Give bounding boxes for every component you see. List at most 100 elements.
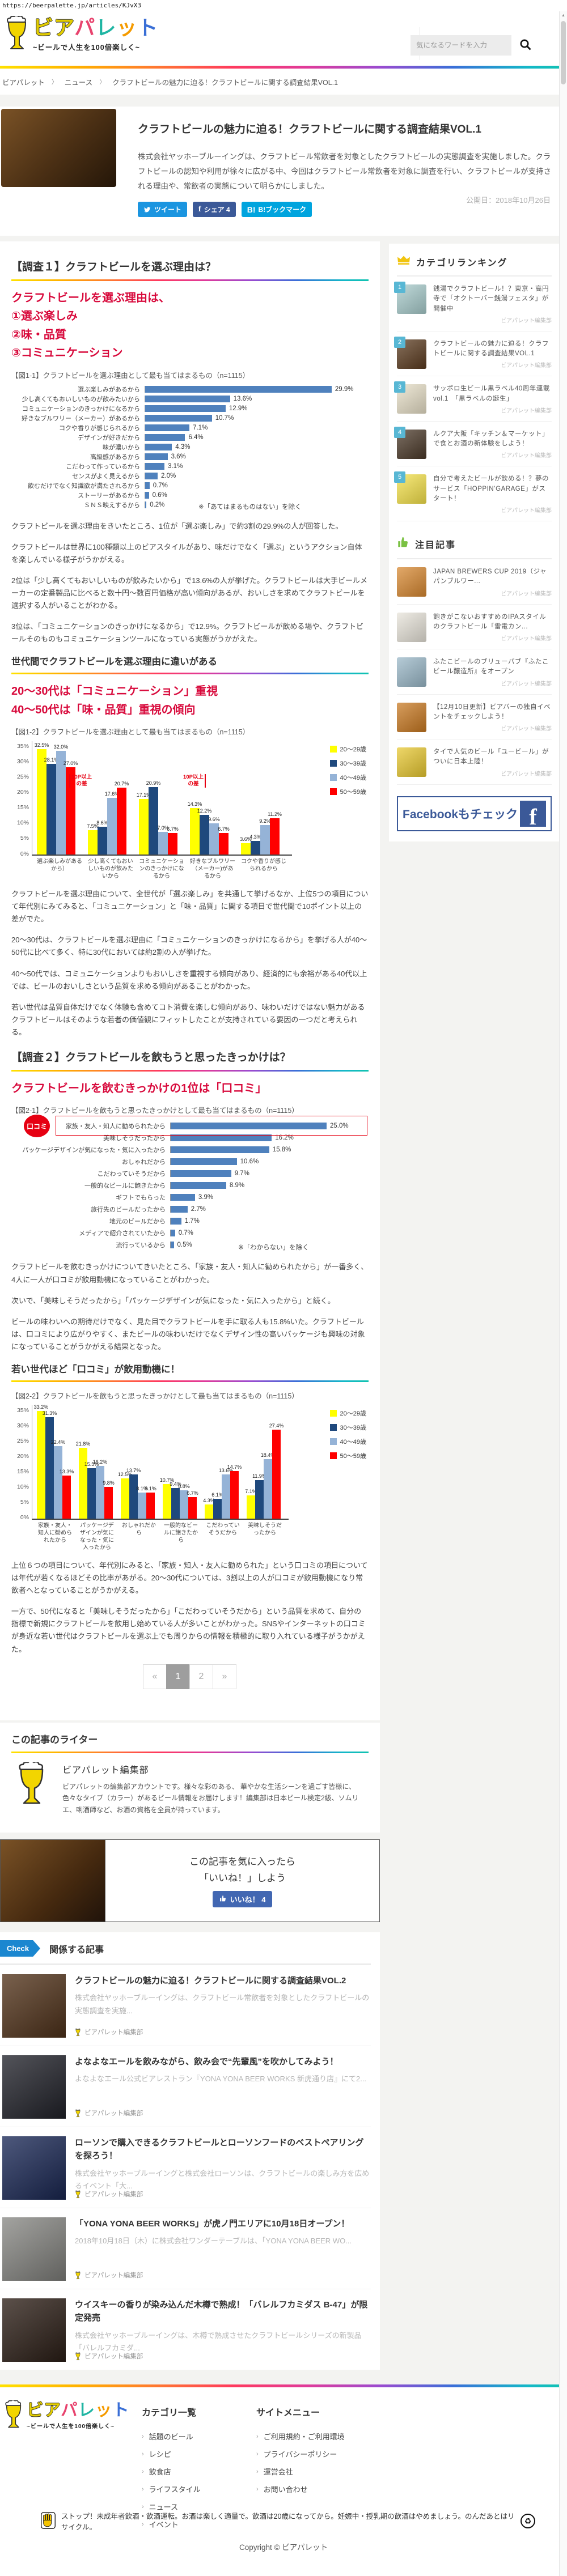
bar-row: コクや香りが感じられるから 7.1% <box>11 423 369 433</box>
hatena-b-share-button[interactable]: B! B!ブックマーク <box>241 202 312 217</box>
bar <box>171 1205 188 1213</box>
article-info: 【12月10日更新】ビアバーの独自イベントをチェックしよう！ ビアパレット編集部 <box>433 703 552 733</box>
bar-category-label: 少し高くてもおいしいものが飲みたいから <box>22 396 140 403</box>
facebook-banner[interactable]: Facebookもチェック f <box>397 796 552 831</box>
pagination-page-1[interactable]: 1 <box>166 1664 190 1689</box>
related-article-item[interactable]: 「YONA YONA BEER WORKS」が虎ノ門エリアに10月18日オープン… <box>0 2208 371 2289</box>
sidebar-article-item[interactable]: JAPAN BREWERS CUP 2019（ジャパンブルワー... ビアパレット… <box>397 559 552 605</box>
bar-value-label: 7.0% <box>157 825 169 831</box>
facebook-f-icon: f <box>198 205 201 214</box>
article-title: クラフトビールの魅力に迫る！クラフトビールに関する調査結果VOL.1 <box>138 123 481 135</box>
bar-row: 流行っているから 0.5% <box>11 1239 369 1251</box>
related-article-title: よなよなエールを飲みながら、飲み会で“先輩風”を吹かしてみよう！ <box>75 2057 338 2067</box>
related-article-item[interactable]: よなよなエールを飲みながら、飲み会で“先輩風”を吹かしてみよう！ よなよなエール公… <box>0 2046 371 2127</box>
scrollbar-up-arrow-icon[interactable]: ▲ <box>561 14 565 18</box>
footer-link[interactable]: › ニュース <box>142 2501 201 2512</box>
footer-link[interactable]: › プライバシーポリシー <box>256 2449 345 2459</box>
pagination-next[interactable]: » <box>213 1664 236 1689</box>
sidebar-article-item[interactable]: 2 クラフトビールの魅力に迫る！クラフトビールに関する調査結果VOL.1 ビアパレッ… <box>394 331 552 377</box>
breadcrumb-link[interactable]: ビアパレット <box>2 78 45 87</box>
bar-track: 0.7% <box>170 1229 369 1236</box>
article-author: ビアパレット編集部 <box>501 453 552 460</box>
bar: 20.9% <box>146 780 160 855</box>
writer-bio: ビアパレットの編集部アカウントです。様々な彩のある、 華やかな生活シーンを過ごす… <box>62 1783 359 1814</box>
sidebar-article-item[interactable]: 飽きがこないおすすめのIPAスタイルのクラフトビール「雷電カン... ビアパレット… <box>397 605 552 649</box>
published-date: 公開日：2018年10月26日 <box>466 196 551 205</box>
author-name: ビアパレット編集部 <box>84 2272 143 2279</box>
bar-row: 家族・友人・知人に勧められたから 25.0% 口コミ <box>11 1115 369 1138</box>
footer-link-label: 話題のビール <box>149 2433 193 2441</box>
facebook-f-share-button[interactable]: f シェア 4 <box>193 202 236 217</box>
footer-link[interactable]: › ご利用規約・ご利用環境 <box>256 2431 345 2442</box>
pagination-prev[interactable]: « <box>143 1664 167 1689</box>
bar <box>145 463 165 470</box>
chart-area: 35% 30% 25% 20% 15% 10% 5% 0% 33.2% 31.3% 22.4% 13.… <box>11 1404 369 1520</box>
bar-category-label: パッケージデザインが気になった・気に入ったから <box>22 1146 166 1154</box>
footer-link[interactable]: › 飲食店 <box>142 2466 201 2477</box>
article-author: ビアパレット編集部 <box>501 407 552 414</box>
sidebar-article-item[interactable]: 4 ルクア大阪「キッチン＆マーケット」で食とお酒の新体験をしよう！ ビアパレット編集… <box>394 422 552 467</box>
related-article-item[interactable]: ローソンで購入できるクラフトビールとローソンフードのベストペアリングを探ろう！ 株… <box>0 2127 371 2208</box>
related-article-item[interactable]: クラフトビールの魅力に迫る！クラフトビールに関する調査結果VOL.2 株式会社ヤッ… <box>0 1965 371 2046</box>
share-button-label: ツイート <box>154 206 182 214</box>
bar-track: 7.1% <box>145 424 369 432</box>
sidebar-article-item[interactable]: 1 銭湯でクラフトビール！？東京・高円寺で「オクトーバー銭湯フェスタ」が開催中 ビア… <box>394 277 552 331</box>
bar-value-label: 32.5% <box>34 742 49 749</box>
related-article-excerpt: よなよなエール公式ビアレストラン『YONA YONA BEER WORKS 新虎… <box>75 2075 367 2084</box>
y-tick-label: 35% <box>16 1406 29 1414</box>
bar-row: 少し高くてもおいしいものが飲みたいから 13.6% <box>11 394 369 404</box>
bar-value-label: 9.2% <box>259 818 271 824</box>
sidebar-article-item[interactable]: タイで人気のビール「ユービール」がついに日本上陸！ ビアパレット編集部 <box>397 739 552 785</box>
beer-glass-logo-icon <box>3 2400 24 2430</box>
search-input[interactable] <box>411 35 511 56</box>
author-name: ビアパレット編集部 <box>84 2029 143 2036</box>
chart-legend: 20～29歳 30～39歳 40～49歳 50～59歳 <box>329 745 366 796</box>
facebook-like-button[interactable]: いいね！ 4 <box>212 1891 273 1908</box>
footer-link[interactable]: › お問い合わせ <box>256 2484 345 2494</box>
related-article-item[interactable]: ウイスキーの香りが染み込んだ木樽で熟成！「バレルフカミダス B-47」が限定発売… <box>0 2289 371 2370</box>
key-findings: 20～30代は「コミュニケーション」重視 40～50代は「味・品質」重視の傾向 <box>11 682 369 719</box>
article-author: ビアパレット編集部 <box>501 363 552 369</box>
scrollbar[interactable]: ▲ <box>559 11 567 2576</box>
footer-link[interactable]: › 話題のビール <box>142 2431 201 2442</box>
related-article-excerpt: 株式会社ヤッホーブルーイングは、クラフトビール常飲者を対象としたクラフトビールの… <box>75 1993 370 2015</box>
site-logo[interactable]: ビアパレット ~ビールで人生を100倍楽しく~ <box>5 16 158 52</box>
footer-link[interactable]: › イベント <box>142 2519 201 2530</box>
bar-row: 美味しそうだったから 16.2% <box>11 1132 369 1144</box>
sidebar-article-item[interactable]: 5 自分で考えたビールが飲める！？夢のサービス「HOPPIN’GARAGE」がスタ… <box>394 466 552 521</box>
y-tick-label: 20% <box>16 789 29 796</box>
bar-track: 12.9% <box>145 405 369 413</box>
writer-heading: この記事のライター <box>11 1735 98 1745</box>
paragraph: 3位は、「コミュニケーションのきっかけになるから」で12.9%。クラフトビールが… <box>11 622 364 644</box>
footer-link-label: 運営会社 <box>263 2468 293 2476</box>
breadcrumb-link[interactable]: クラフトビールの魅力に迫る！クラフトビールに関する調査結果VOL.1 <box>112 78 338 87</box>
logo-letter: ト <box>137 16 159 39</box>
bar-group: 33.2% 31.3% 22.4% 13.3% <box>34 1404 74 1519</box>
logo-tagline: ~ビールで人生を100倍楽しく~ <box>33 44 140 52</box>
scrollbar-thumb[interactable] <box>560 21 566 84</box>
footer-link[interactable]: › 運営会社 <box>256 2466 345 2477</box>
related-heading: 関係する記事 <box>49 1945 104 1955</box>
bar <box>171 1134 272 1141</box>
footer-link[interactable]: › レシピ <box>142 2449 201 2459</box>
search-button[interactable] <box>519 39 532 53</box>
sidebar-article-item[interactable]: ふたこビールのブリューパブ『ふたこビール醸造所』をオープン ビアパレット編集部 <box>397 649 552 695</box>
footer-logo[interactable]: ビアパレット ~ビールで人生を100倍楽しく~ <box>3 2400 130 2430</box>
twitter-bird-share-button[interactable]: ツイート <box>138 202 188 217</box>
bar: 6.7% <box>167 826 179 855</box>
recycle-icon: ♻ <box>521 2514 535 2528</box>
bar: 8.1% <box>145 1486 156 1519</box>
site-header: ビアパレット ~ビールで人生を100倍楽しく~ <box>0 11 567 66</box>
article-info: JAPAN BREWERS CUP 2019（ジャパンブルワー... ビアパレット… <box>433 567 552 597</box>
sidebar-article-item[interactable]: 【12月10日更新】ビアバーの独自イベントをチェックしよう！ ビアパレット編集部 <box>397 695 552 739</box>
bar <box>145 396 230 403</box>
sidebar-article-item[interactable]: 3 サッポロ生ビール黒ラベル40周年連載vol.1 「黒ラベルの誕生」 ビアパレット… <box>394 376 552 422</box>
footer-link[interactable]: › ライフスタイル <box>142 2484 201 2494</box>
logo-wordmark: ビアパレット <box>27 2401 130 2418</box>
bar <box>145 453 168 461</box>
breadcrumb-link[interactable]: ニュース <box>64 78 93 87</box>
pagination-page-2[interactable]: 2 <box>189 1664 213 1689</box>
featured-widget: 注目記事 JAPAN BREWERS CUP 2019（ジャパンブルワー... ビ… <box>397 534 552 785</box>
bar <box>171 1193 195 1201</box>
bar: 6.1% <box>211 1492 223 1519</box>
